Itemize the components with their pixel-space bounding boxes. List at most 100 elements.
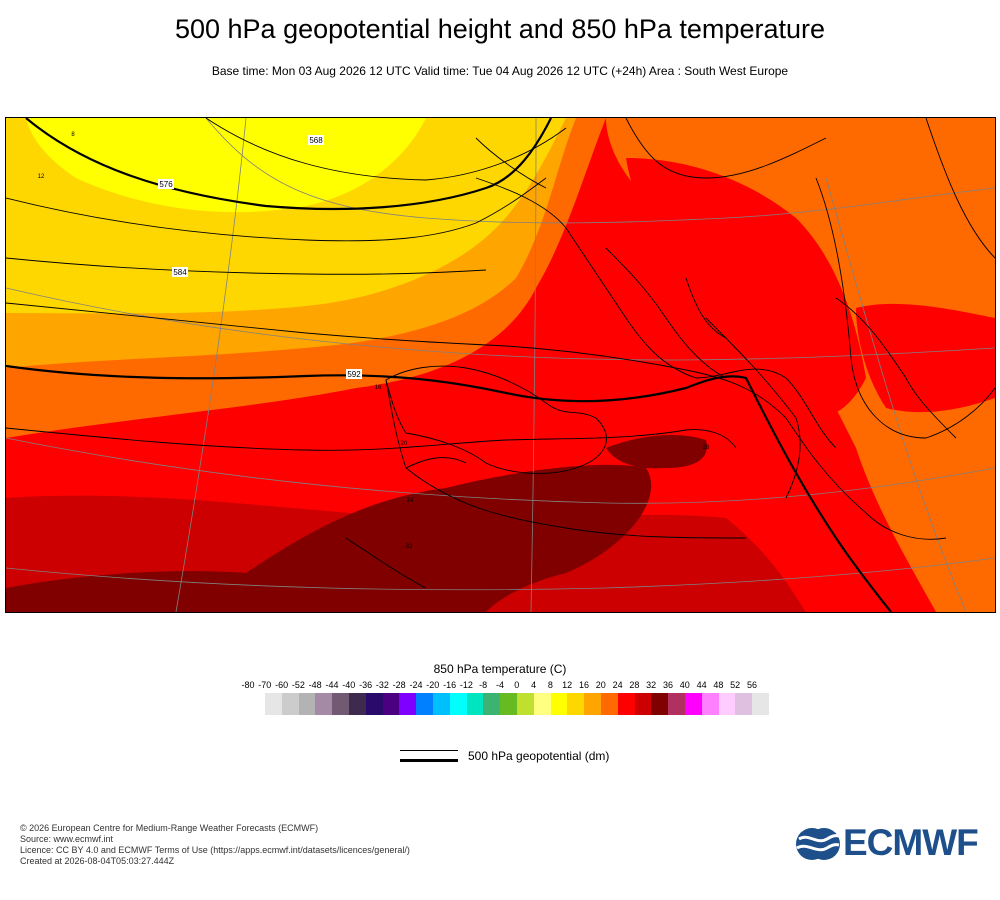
legend-tick-label: -32 bbox=[375, 680, 389, 690]
contour-580 bbox=[6, 177, 547, 242]
contour-584 bbox=[6, 257, 487, 275]
contour-568 bbox=[205, 118, 567, 181]
legend-tick-label: 52 bbox=[730, 680, 741, 690]
legend-swatch bbox=[399, 693, 417, 715]
legend-swatch bbox=[416, 693, 433, 715]
ecmwf-logo-text: ECMWF bbox=[843, 822, 979, 863]
legend-swatch bbox=[701, 693, 719, 715]
legend-tick-label: 0 bbox=[514, 680, 520, 690]
geopotential-contours bbox=[6, 118, 995, 612]
contour-596 bbox=[6, 427, 737, 451]
temp-label-20: 20 bbox=[401, 441, 408, 447]
contour-ne bbox=[925, 118, 995, 259]
legend-swatch bbox=[365, 693, 383, 715]
legend-tick-label: 44 bbox=[696, 680, 707, 690]
legend-tick-label: 12 bbox=[562, 680, 573, 690]
graticule bbox=[6, 118, 995, 612]
legend-tick-label: -48 bbox=[308, 680, 322, 690]
label-bg-568 bbox=[308, 135, 324, 145]
legend-tick-label: -60 bbox=[275, 680, 289, 690]
footer-licence: Licence: CC BY 4.0 and ECMWF Terms of Us… bbox=[20, 845, 410, 855]
contour-label-592: 592 bbox=[347, 370, 361, 379]
legend-tick-label: 40 bbox=[679, 680, 690, 690]
legend-tick-label: 28 bbox=[629, 680, 640, 690]
legend-tick-label: 4 bbox=[531, 680, 537, 690]
contour-592 bbox=[6, 364, 892, 612]
temp-label-12: 12 bbox=[38, 174, 45, 180]
legend-swatch bbox=[533, 693, 551, 715]
legend-swatch bbox=[432, 693, 450, 715]
legend-swatch bbox=[550, 693, 568, 715]
legend-swatch bbox=[567, 693, 585, 715]
contour-label-568: 568 bbox=[309, 136, 323, 145]
legend-tick-label: 36 bbox=[662, 680, 674, 690]
legend-tick-label: -4 bbox=[495, 680, 505, 690]
temp-band-24-greece bbox=[856, 303, 995, 413]
legend-swatch bbox=[298, 693, 316, 715]
weather-map: 568 576 584 592 8 12 16 20 24 28 32 bbox=[5, 117, 996, 613]
thick-line-sample bbox=[400, 759, 458, 762]
legend-tick-label: -80 bbox=[241, 680, 255, 690]
chart-subtitle: Base time: Mon 03 Aug 2026 12 UTC Valid … bbox=[211, 64, 789, 78]
legend-swatch bbox=[332, 693, 349, 715]
label-bg-592 bbox=[346, 369, 362, 379]
ecmwf-logo: ECMWF bbox=[795, 822, 985, 863]
label-bg-576 bbox=[158, 179, 174, 189]
legend-tick-label: -8 bbox=[479, 680, 488, 690]
thin-line-sample bbox=[400, 750, 458, 751]
legend-tick-label: 32 bbox=[646, 680, 657, 690]
legend-swatch bbox=[600, 693, 618, 715]
chart-title: 500 hPa geopotential height and 850 hPa … bbox=[174, 14, 825, 44]
legend-swatch bbox=[382, 693, 400, 715]
legend-swatch bbox=[483, 693, 501, 715]
legend-swatch bbox=[466, 693, 484, 715]
legend-swatch bbox=[651, 693, 669, 715]
legend-tick-label: -40 bbox=[342, 680, 356, 690]
temp-band-24-east bbox=[626, 158, 866, 418]
label-bg-584 bbox=[172, 267, 188, 277]
legend-swatch bbox=[516, 693, 534, 715]
temp-band-8 bbox=[26, 118, 426, 213]
legend-swatch bbox=[584, 693, 601, 715]
legend-tick-label: -12 bbox=[459, 680, 473, 690]
legend-colorbar bbox=[265, 693, 769, 715]
contour-576 bbox=[25, 118, 552, 211]
legend-tick-label: -36 bbox=[359, 680, 373, 690]
map-canvas: 568 576 584 592 8 12 16 20 24 28 32 bbox=[6, 118, 995, 612]
coastlines bbox=[345, 118, 957, 589]
contour-label-576: 576 bbox=[159, 180, 173, 189]
legend-tick-label: 16 bbox=[578, 680, 590, 690]
legend-swatch bbox=[718, 693, 736, 715]
legend-tick-label: 48 bbox=[713, 680, 724, 690]
legend-swatch bbox=[668, 693, 685, 715]
legend-tick-label: -20 bbox=[426, 680, 440, 690]
legend-tick-label: -28 bbox=[392, 680, 406, 690]
footer-created: Created at 2026-08-04T05:03:27.444Z bbox=[20, 856, 175, 866]
geopotential-legend-label: 500 hPa geopotential (dm) bbox=[468, 749, 610, 763]
legend-tick-label: 8 bbox=[547, 680, 553, 690]
legend-swatch bbox=[265, 693, 282, 715]
legend-swatch bbox=[315, 693, 333, 715]
temp-label-32: 32 bbox=[406, 544, 413, 550]
legend-swatch bbox=[281, 693, 299, 715]
temp-label-16: 16 bbox=[375, 385, 382, 391]
temp-label-28: 28 bbox=[703, 445, 710, 451]
temp-label-24: 24 bbox=[407, 498, 414, 504]
legend-swatch bbox=[500, 693, 517, 715]
legend-tick-label: 24 bbox=[612, 680, 623, 690]
contour-588 bbox=[6, 302, 947, 540]
legend-tick-label: -70 bbox=[258, 680, 272, 690]
footer: © 2026 European Centre for Medium-Range … bbox=[20, 823, 410, 867]
footer-copyright: © 2026 European Centre for Medium-Range … bbox=[20, 823, 319, 833]
geopotential-legend-lines bbox=[400, 748, 458, 766]
legend-tick-label: -44 bbox=[325, 680, 339, 690]
legend-swatch bbox=[449, 693, 467, 715]
legend-tick-label: -24 bbox=[409, 680, 423, 690]
legend-ticks: -80 -70 -60 -52 -48 -44 -40 -36 -32 -28 -24 -20 -16-… bbox=[0, 680, 1000, 694]
legend-swatch bbox=[735, 693, 753, 715]
contour-label-584: 584 bbox=[173, 268, 187, 277]
legend-tick-label: -52 bbox=[291, 680, 305, 690]
legend-title: 850 hPa temperature (C) bbox=[433, 662, 567, 676]
legend-swatch bbox=[348, 693, 366, 715]
legend-swatch bbox=[617, 693, 635, 715]
